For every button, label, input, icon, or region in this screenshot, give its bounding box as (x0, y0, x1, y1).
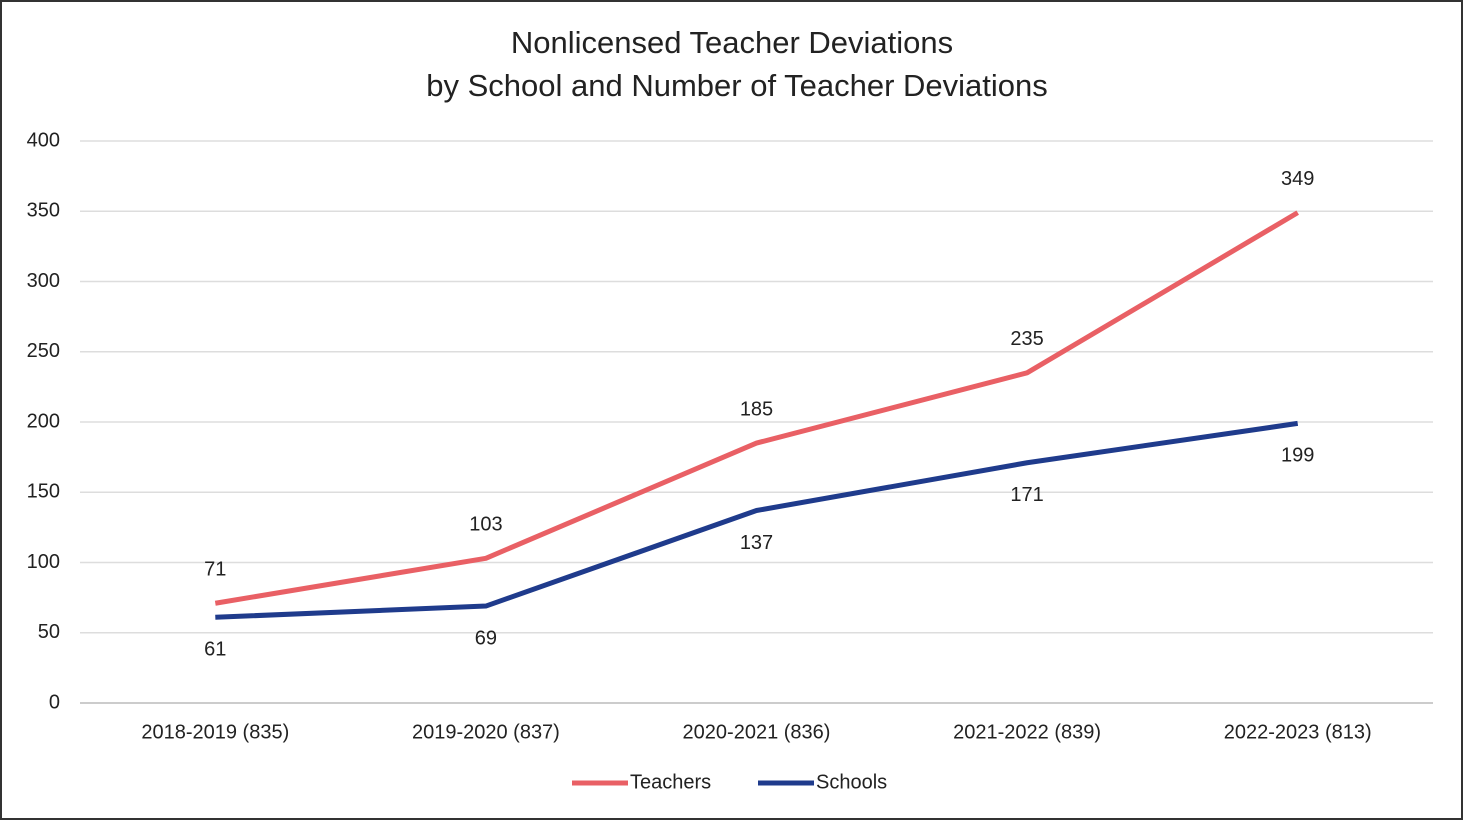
data-label: 137 (740, 532, 773, 554)
line (215, 420, 1299, 620)
y-tick-label: 200 (27, 410, 60, 432)
x-tick-label: 2019-2020 (837) (412, 721, 560, 743)
x-tick-label: 2022-2023 (813) (1224, 721, 1372, 743)
data-label: 103 (469, 514, 502, 536)
data-label: 69 (475, 627, 497, 649)
data-label: 199 (1281, 445, 1314, 467)
y-tick-label: 0 (49, 691, 60, 713)
data-label: 71 (204, 559, 226, 581)
y-tick-label: 250 (27, 340, 60, 362)
y-tick-label: 400 (27, 129, 60, 151)
data-label: 185 (740, 398, 773, 420)
y-tick-label: 100 (27, 551, 60, 573)
x-tick-label: 2020-2021 (836) (683, 721, 831, 743)
y-tick-label: 350 (27, 200, 60, 222)
chart-title: Nonlicensed Teacher Deviations (511, 25, 953, 60)
line (214, 210, 1299, 606)
chart-title: by School and Number of Teacher Deviatio… (426, 68, 1048, 103)
data-label: 61 (204, 639, 226, 661)
legend-label: Schools (816, 771, 887, 793)
x-tick-label: 2018-2019 (835) (141, 721, 289, 743)
data-label: 235 (1010, 328, 1043, 350)
y-tick-label: 300 (27, 270, 60, 292)
legend-label: Teachers (630, 771, 711, 793)
y-tick-label: 50 (38, 621, 60, 643)
x-tick-label: 2021-2022 (839) (953, 721, 1101, 743)
data-label: 349 (1281, 168, 1314, 190)
data-label: 171 (1010, 484, 1043, 506)
y-tick-label: 150 (27, 481, 60, 503)
